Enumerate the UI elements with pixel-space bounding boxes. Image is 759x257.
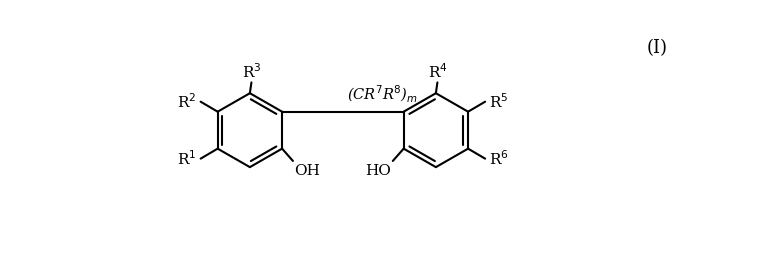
Text: OH: OH <box>294 164 320 178</box>
Text: R$^3$: R$^3$ <box>241 62 261 81</box>
Text: HO: HO <box>365 164 391 178</box>
Text: R$^2$: R$^2$ <box>178 92 197 111</box>
Text: R$^6$: R$^6$ <box>489 149 509 168</box>
Text: R$^1$: R$^1$ <box>178 149 197 168</box>
Text: (CR$^7$R$^8$)$_m$: (CR$^7$R$^8$)$_m$ <box>347 84 417 105</box>
Text: R$^5$: R$^5$ <box>489 92 509 111</box>
Text: (I): (I) <box>646 39 667 57</box>
Text: R$^4$: R$^4$ <box>427 62 447 81</box>
